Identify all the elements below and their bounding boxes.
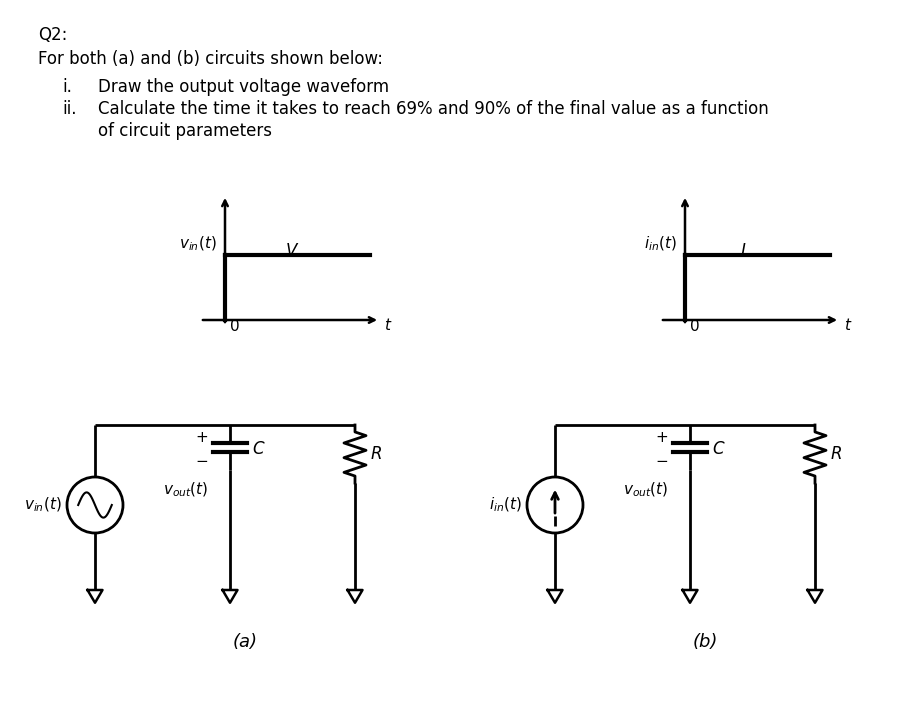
Text: $t$: $t$ — [384, 317, 392, 333]
Text: i.: i. — [62, 78, 72, 96]
Text: $+$: $+$ — [195, 430, 208, 445]
Text: (b): (b) — [692, 633, 717, 651]
Text: Draw the output voltage waveform: Draw the output voltage waveform — [98, 78, 389, 96]
Text: $-$: $-$ — [654, 452, 668, 467]
Text: $-$: $-$ — [195, 452, 208, 467]
Text: ii.: ii. — [62, 100, 77, 118]
Text: Q2:: Q2: — [38, 26, 68, 44]
Text: $i_{in}(t)$: $i_{in}(t)$ — [489, 496, 522, 514]
Text: of circuit parameters: of circuit parameters — [98, 122, 272, 140]
Text: $R$: $R$ — [830, 445, 842, 463]
Text: $C$: $C$ — [712, 440, 726, 458]
Text: $0$: $0$ — [229, 318, 239, 334]
Text: $C$: $C$ — [252, 440, 266, 458]
Text: $t$: $t$ — [844, 317, 853, 333]
Text: $v_{out}(t)$: $v_{out}(t)$ — [163, 481, 208, 499]
Text: $i_{in}(t)$: $i_{in}(t)$ — [644, 234, 677, 253]
Text: $R$: $R$ — [370, 445, 382, 463]
Text: $+$: $+$ — [654, 430, 668, 445]
Text: $v_{in}(t)$: $v_{in}(t)$ — [179, 234, 217, 253]
Text: For both (a) and (b) circuits shown below:: For both (a) and (b) circuits shown belo… — [38, 50, 383, 68]
Text: $I$: $I$ — [740, 242, 747, 260]
Text: $0$: $0$ — [689, 318, 699, 334]
Text: $V$: $V$ — [285, 242, 300, 260]
Text: Calculate the time it takes to reach 69% and 90% of the final value as a functio: Calculate the time it takes to reach 69%… — [98, 100, 769, 118]
Text: $v_{out}(t)$: $v_{out}(t)$ — [622, 481, 668, 499]
Text: (a): (a) — [232, 633, 258, 651]
Text: $v_{in}(t)$: $v_{in}(t)$ — [25, 496, 62, 514]
